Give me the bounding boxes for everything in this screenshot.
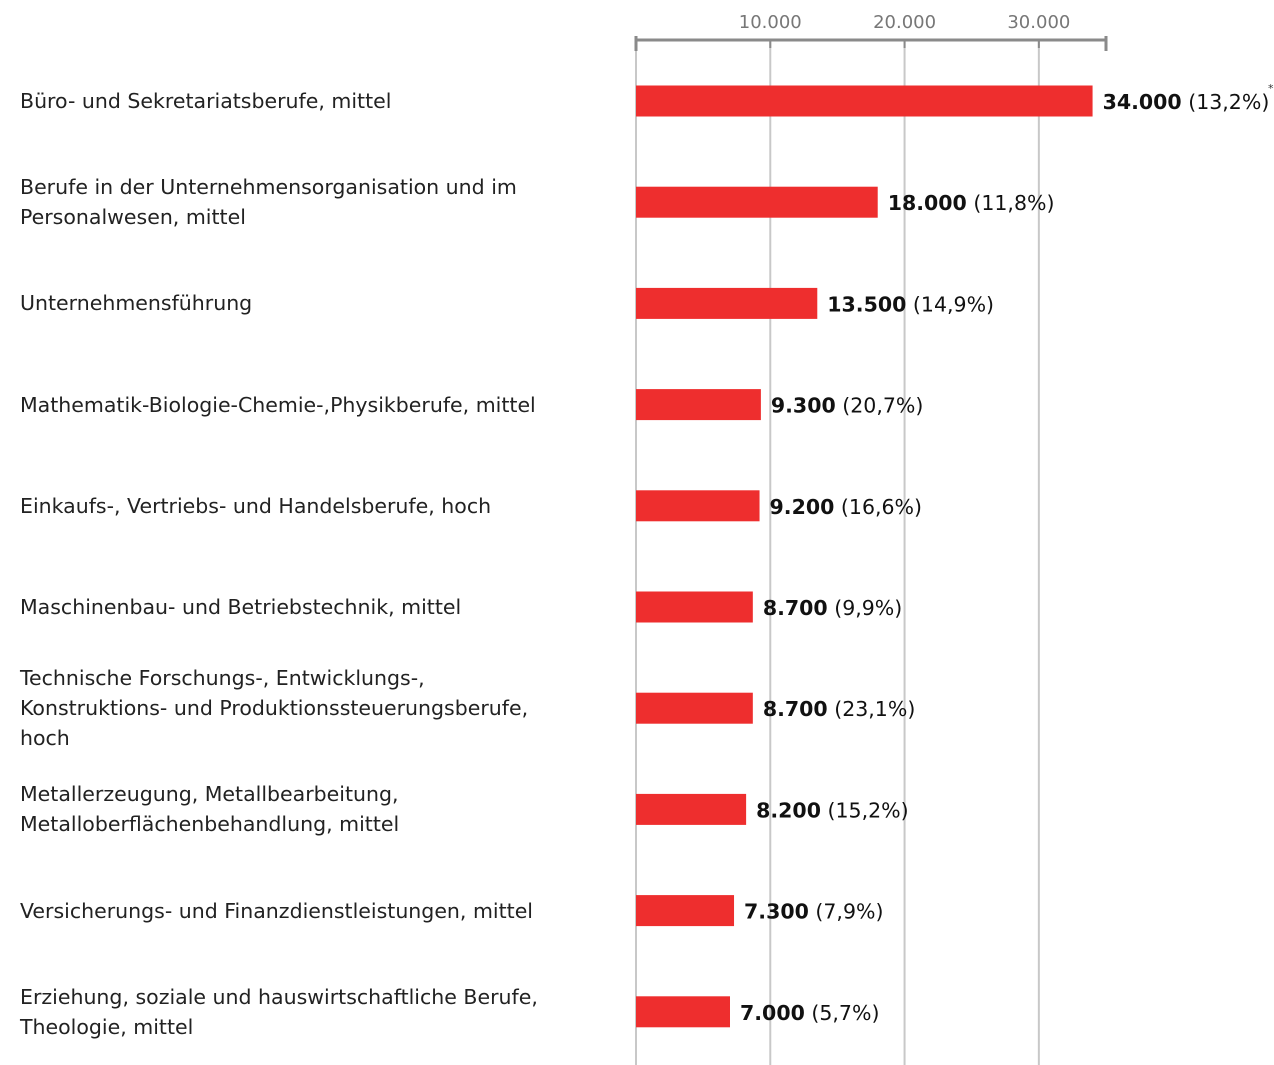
x-tick-label: 30.000 bbox=[1007, 12, 1070, 33]
category-label: Maschinenbau- und Betriebstechnik, mitte… bbox=[20, 595, 462, 619]
value-number: 13.500 bbox=[827, 292, 906, 316]
category-label: Unternehmensführung bbox=[20, 291, 253, 316]
value-label: 8.200 (15,2%) bbox=[756, 798, 909, 822]
category-label: Versicherungs- und Finanzdienstleistunge… bbox=[20, 898, 534, 923]
share-label: (7,9%) bbox=[815, 900, 883, 924]
value-label: 9.300 (20,7%) bbox=[771, 394, 924, 418]
bar bbox=[636, 85, 1093, 117]
value-number: 8.700 bbox=[763, 697, 828, 721]
value-number: 8.700 bbox=[763, 596, 828, 620]
category-label: Einkaufs-, Vertriebs- und Handelsberufe,… bbox=[20, 493, 492, 518]
x-tick-label: 20.000 bbox=[873, 12, 936, 33]
share-label: (9,9%) bbox=[834, 596, 902, 620]
bar bbox=[636, 186, 878, 218]
share-label: (20,7%) bbox=[842, 394, 923, 418]
value-number: 9.200 bbox=[770, 495, 835, 519]
share-label: (13,2%) bbox=[1188, 90, 1269, 114]
value-label: 9.200 (16,6%) bbox=[770, 495, 923, 519]
category-label: Technische Forschungs-, Entwicklungs-, K… bbox=[20, 666, 529, 751]
value-number: 9.300 bbox=[771, 394, 836, 418]
value-label: 8.700 (23,1%) bbox=[763, 697, 916, 721]
value-label: 7.000 (5,7%) bbox=[740, 1001, 879, 1025]
bar bbox=[636, 793, 747, 825]
bar bbox=[636, 591, 753, 623]
category-label: Mathematik-Biologie-Chemie-,Physikberufe… bbox=[20, 392, 536, 417]
share-label: (11,8%) bbox=[973, 191, 1054, 215]
share-label: (15,2%) bbox=[827, 798, 908, 822]
category-label: Erziehung, soziale und hauswirtschaftlic… bbox=[20, 984, 538, 1039]
bar bbox=[636, 287, 818, 319]
value-label: 8.700 (9,9%) bbox=[763, 596, 902, 620]
bar bbox=[636, 490, 760, 522]
value-number: 7.000 bbox=[740, 1001, 805, 1025]
category-label: Berufe in der Unternehmensorganisation u… bbox=[20, 175, 517, 230]
value-label: 34.000 (13,2%) bbox=[1103, 90, 1270, 114]
share-label: (23,1%) bbox=[834, 697, 915, 721]
value-label: 7.300 (7,9%) bbox=[744, 900, 883, 924]
category-label: Metallerzeugung, Metallbearbeitung, Meta… bbox=[20, 782, 400, 837]
bar bbox=[636, 389, 761, 421]
value-number: 34.000 bbox=[1103, 90, 1182, 114]
value-label: 13.500 (14,9%) bbox=[827, 292, 994, 316]
category-label: Büro- und Sekretariatsberufe, mittel bbox=[20, 89, 392, 113]
bar bbox=[636, 692, 753, 724]
share-label: (16,6%) bbox=[841, 495, 922, 519]
footnote-mark: * bbox=[1268, 82, 1274, 95]
bar bbox=[636, 895, 735, 927]
value-number: 8.200 bbox=[756, 798, 821, 822]
value-number: 18.000 bbox=[888, 191, 967, 215]
share-label: (5,7%) bbox=[811, 1001, 879, 1025]
value-label: 18.000 (11,8%) bbox=[888, 191, 1055, 215]
x-tick-label: 10.000 bbox=[739, 12, 802, 33]
bar bbox=[636, 996, 730, 1028]
value-number: 7.300 bbox=[744, 900, 809, 924]
share-label: (14,9%) bbox=[913, 292, 994, 316]
